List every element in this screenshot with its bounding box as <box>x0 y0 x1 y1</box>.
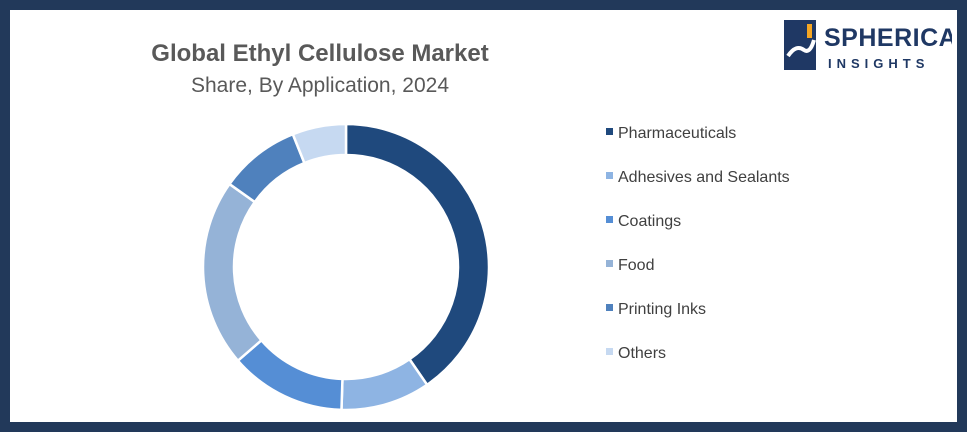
legend-item: Adhesives and Sealants <box>606 169 790 186</box>
logo-tagline: INSIGHTS <box>828 56 929 71</box>
slice-pharmaceuticals <box>344 122 491 387</box>
legend-swatch <box>606 260 613 267</box>
legend-item: Coatings <box>606 213 681 230</box>
donut-chart: Pharmaceuticals Adhesives and Sealants Coa… <box>201 122 790 412</box>
legend-label: Printing Inks <box>618 301 706 318</box>
slice-coatings <box>236 338 344 412</box>
chart-title: Global Ethyl Cellulose Market <box>151 40 489 67</box>
spherical-insights-logo: SPHERICAL INSIGHTS <box>782 16 967 74</box>
legend-swatch <box>606 172 613 179</box>
legend-label: Food <box>618 257 654 274</box>
legend-item: Printing Inks <box>606 301 706 318</box>
logo-mark-icon <box>784 20 816 70</box>
legend-label: Adhesives and Sealants <box>618 169 790 186</box>
legend-label: Others <box>618 345 666 362</box>
legend-item: Others <box>606 345 666 362</box>
legend-label: Coatings <box>618 213 681 230</box>
chart-area: Global Ethyl Cellulose Market Share, By … <box>10 10 967 422</box>
slice-adhesives-and-sealants <box>340 357 429 412</box>
legend-item: Pharmaceuticals <box>606 125 736 142</box>
logo-wordmark: SPHERICAL <box>824 24 952 52</box>
legend-item: Food <box>606 257 654 274</box>
slice-others <box>291 122 348 165</box>
legend-swatch <box>606 304 613 311</box>
slice-printing-inks <box>227 132 306 204</box>
legend-swatch <box>606 348 613 355</box>
legend-swatch <box>606 128 613 135</box>
legend-swatch <box>606 216 613 223</box>
legend-label: Pharmaceuticals <box>618 125 736 142</box>
chart-subtitle: Share, By Application, 2024 <box>190 74 449 97</box>
slice-food <box>201 182 264 363</box>
